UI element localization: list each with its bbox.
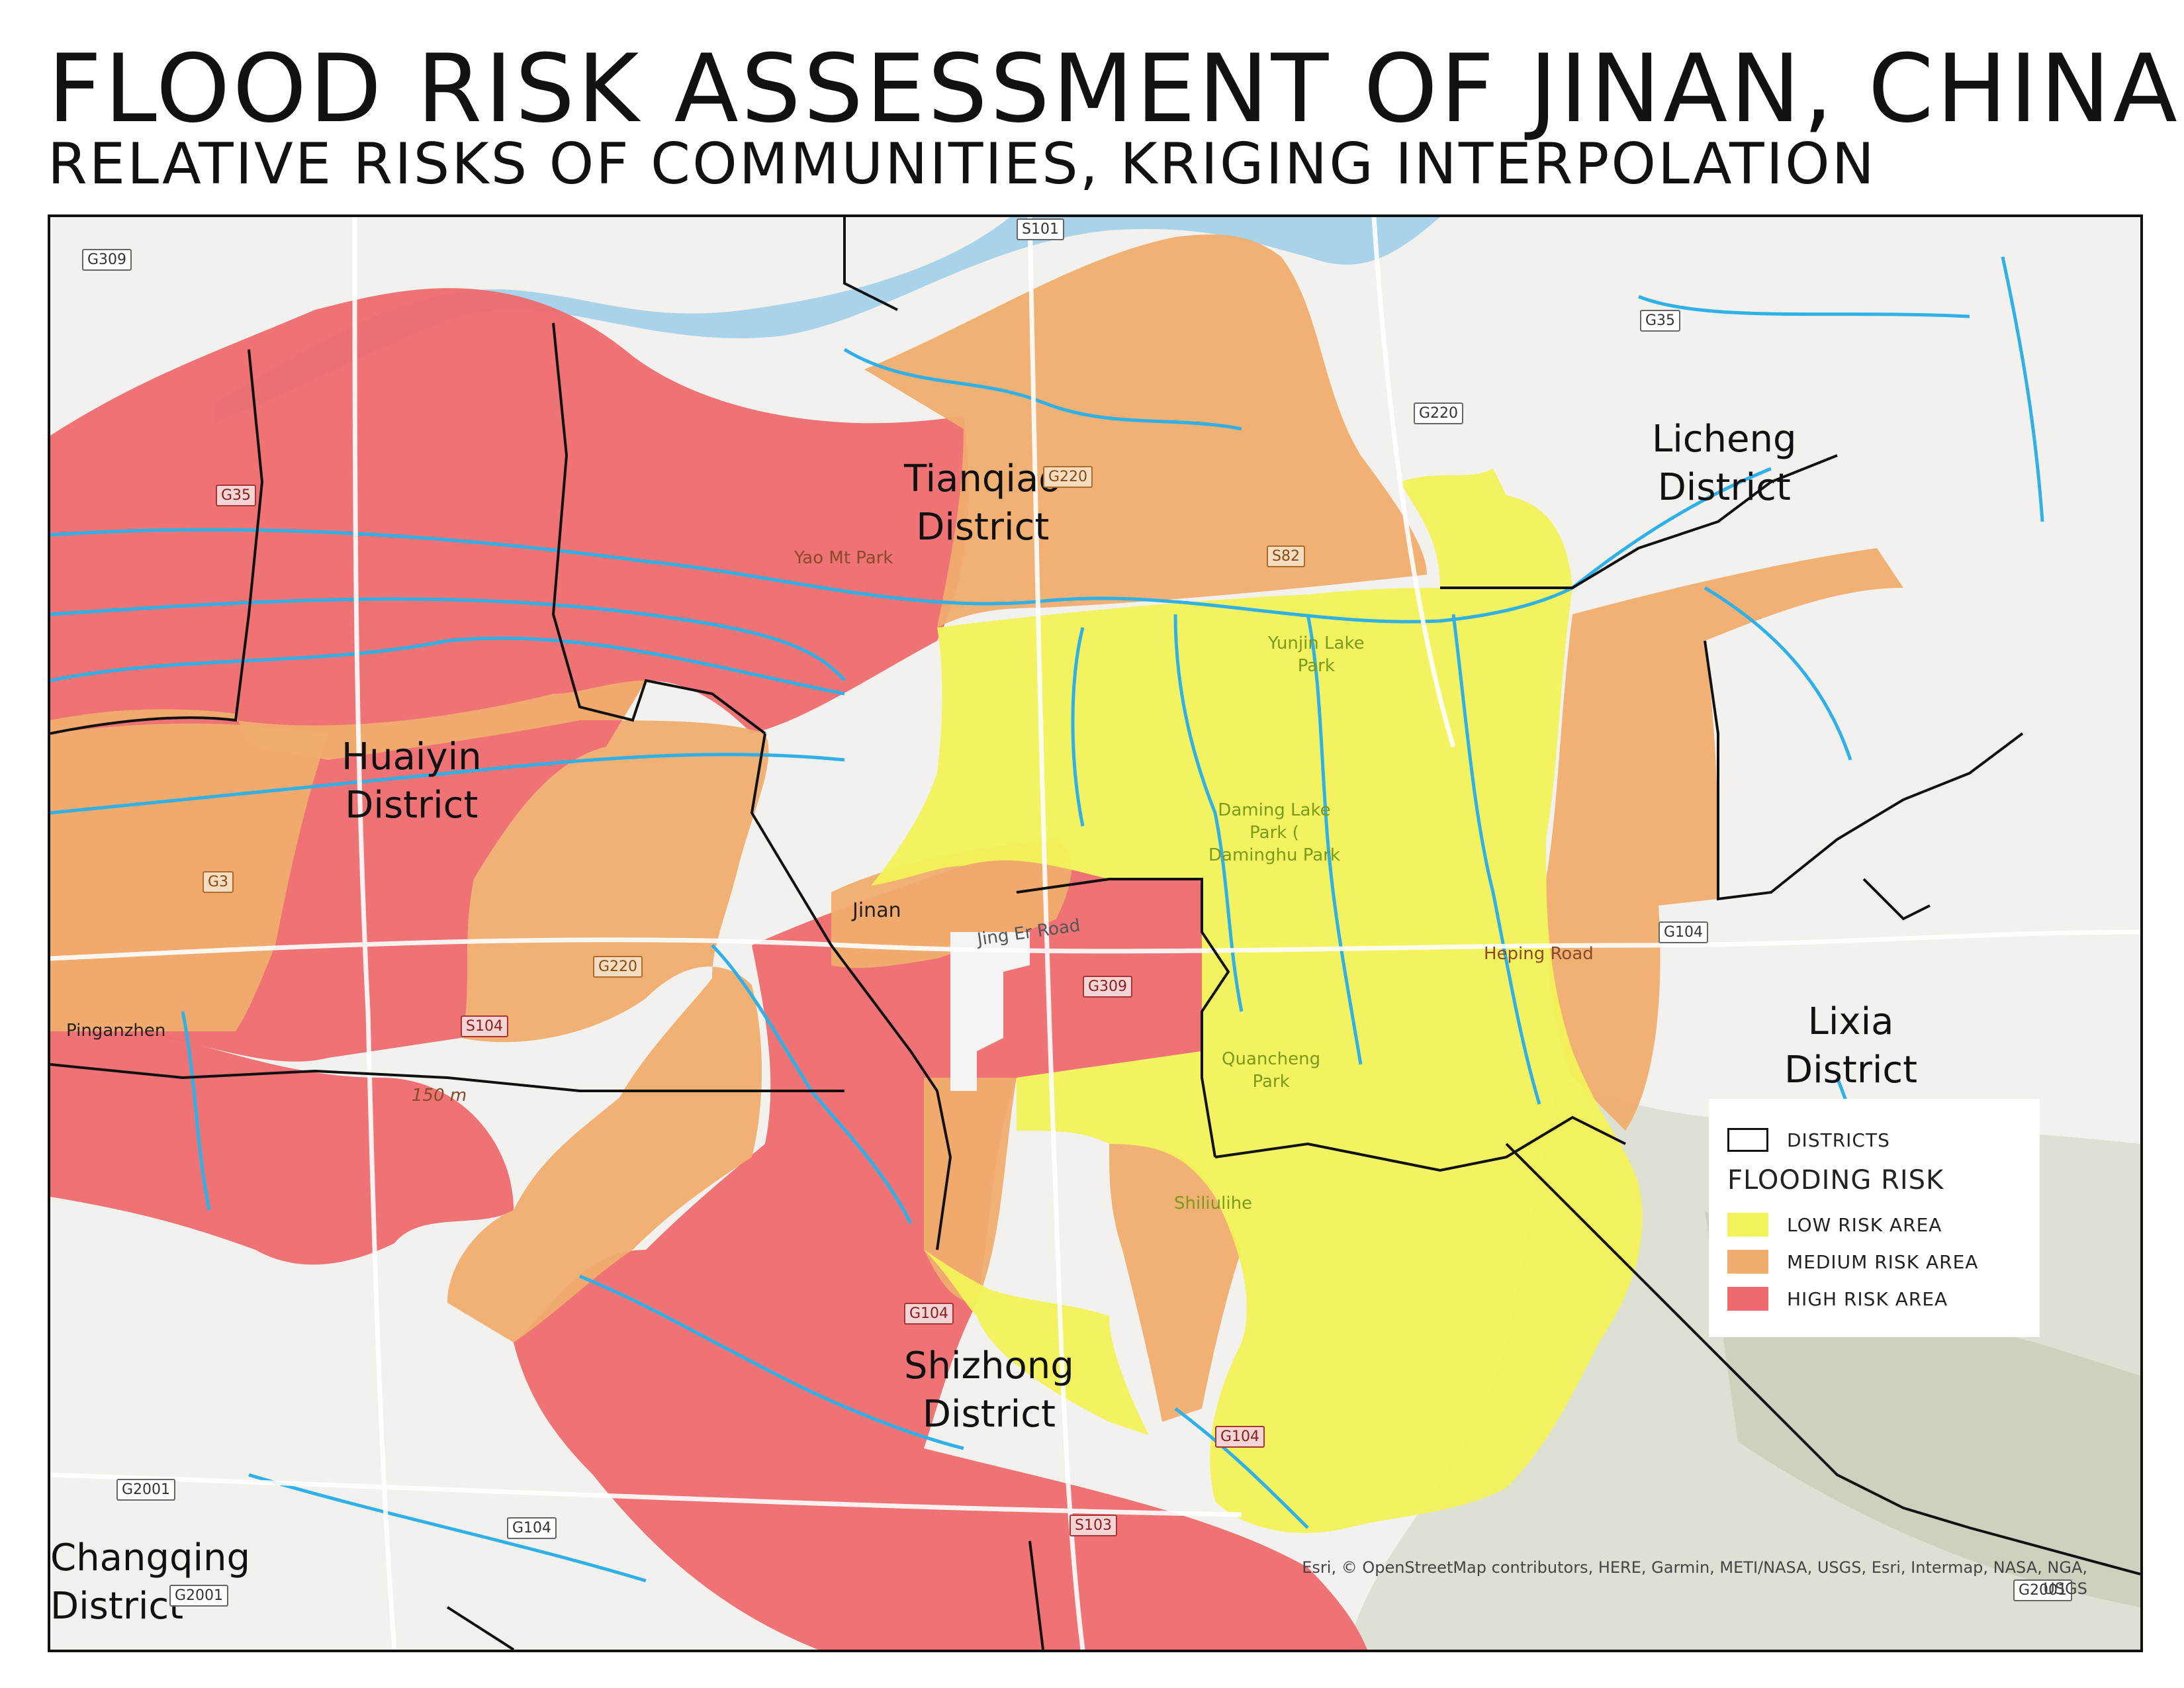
map-frame[interactable]: Tianqiao District Licheng District Huaiy… bbox=[48, 214, 2143, 1652]
district-suffix: District bbox=[50, 1584, 184, 1628]
district-name: Tianqiao bbox=[904, 457, 1062, 500]
medium-risk-huaiyin bbox=[50, 680, 769, 1342]
legend-low-label: LOW RISK AREA bbox=[1787, 1213, 1942, 1236]
legend-low: LOW RISK AREA bbox=[1727, 1213, 1942, 1237]
legend-high: HIGH RISK AREA bbox=[1727, 1287, 1948, 1311]
legend-heading: FLOODING RISK bbox=[1727, 1165, 1944, 1196]
place-name-line: Daming Lake bbox=[1218, 800, 1331, 820]
place-name-line: Park bbox=[1252, 1071, 1290, 1092]
place-jinan: Jinan bbox=[852, 899, 901, 922]
district-name: Lixia bbox=[1807, 1000, 1894, 1043]
road-shield-g2001: G2001 bbox=[169, 1585, 229, 1607]
place-yunjin-lake-park: Yunjin Lake Park bbox=[1268, 633, 1365, 678]
district-name: Licheng bbox=[1652, 418, 1797, 461]
road-shield-g104: G104 bbox=[1659, 921, 1709, 943]
road-shield-g35: G35 bbox=[1640, 310, 1681, 332]
road-shield-g309: G309 bbox=[82, 249, 132, 271]
map-attribution: Esri, © OpenStreetMap contributors, HERE… bbox=[1302, 1558, 2087, 1577]
district-suffix: District bbox=[1784, 1048, 1918, 1092]
district-name: Huaiyin bbox=[341, 735, 482, 778]
district-label-tianqiao: Tianqiao District bbox=[904, 455, 1062, 552]
place-pinganzhen: Pinganzhen bbox=[66, 1021, 166, 1041]
district-name: Changqing bbox=[50, 1536, 251, 1579]
elevation-label: 150 m bbox=[412, 1086, 467, 1105]
district-label-licheng: Licheng District bbox=[1652, 416, 1797, 512]
place-name-line: Quancheng bbox=[1222, 1049, 1321, 1069]
high-risk-west bbox=[50, 1023, 514, 1265]
road-shield-s104: S104 bbox=[461, 1015, 508, 1037]
legend-districts: DISTRICTS bbox=[1727, 1128, 1890, 1152]
legend-high-label: HIGH RISK AREA bbox=[1787, 1288, 1948, 1310]
legend-district-swatch bbox=[1727, 1128, 1768, 1152]
place-name-line: Park bbox=[1297, 655, 1335, 676]
place-name-line: Yunjin Lake bbox=[1268, 633, 1365, 653]
road-shield-g2001: G2001 bbox=[2013, 1579, 2073, 1601]
map-attribution-line2: USGS bbox=[2043, 1579, 2087, 1598]
medium-risk-lixia bbox=[1546, 548, 1903, 1131]
district-suffix: District bbox=[1657, 465, 1791, 509]
road-shield-g104: G104 bbox=[507, 1517, 557, 1539]
road-shield-g104: G104 bbox=[1215, 1426, 1265, 1448]
road-shield-g2001: G2001 bbox=[116, 1479, 176, 1501]
legend-low-swatch bbox=[1727, 1213, 1768, 1237]
urban-gap bbox=[950, 932, 1030, 1091]
place-heping-road: Heping Road bbox=[1484, 944, 1594, 964]
district-label-changqing: Changqing District bbox=[50, 1534, 250, 1631]
legend-high-swatch bbox=[1727, 1287, 1768, 1311]
district-name: Shizhong bbox=[904, 1344, 1074, 1387]
road-network bbox=[50, 217, 2140, 1650]
map-subtitle: RELATIVE RISKS OF COMMUNITIES, KRIGING I… bbox=[48, 131, 1877, 197]
road-shield-g104: G104 bbox=[904, 1303, 954, 1325]
place-daming-lake-park: Daming Lake Park ( Daminghu Park bbox=[1208, 800, 1340, 867]
place-quancheng-park: Quancheng Park bbox=[1222, 1049, 1320, 1094]
district-suffix: District bbox=[345, 783, 478, 827]
map-title: FLOOD RISK ASSESSMENT OF JINAN, CHINA bbox=[48, 34, 2180, 144]
road-shield-g220: G220 bbox=[1414, 402, 1464, 424]
map-legend: DISTRICTS FLOODING RISK LOW RISK AREA ME… bbox=[1709, 1099, 2040, 1337]
road-shield-s103: S103 bbox=[1069, 1515, 1117, 1536]
place-yao-mt-park: Yao Mt Park bbox=[794, 548, 893, 568]
district-label-huaiyin: Huaiyin District bbox=[341, 733, 482, 830]
river-yellow bbox=[216, 217, 1440, 422]
place-shiliulihe: Shiliulihe bbox=[1174, 1194, 1253, 1213]
road-shield-g309: G309 bbox=[1083, 976, 1133, 998]
legend-medium-label: MEDIUM RISK AREA bbox=[1787, 1250, 1979, 1273]
district-suffix: District bbox=[916, 505, 1050, 549]
road-shield-g35: G35 bbox=[216, 485, 257, 506]
road-shield-s82: S82 bbox=[1267, 545, 1305, 567]
road-shield-g220: G220 bbox=[1043, 466, 1093, 488]
medium-risk-tianqiao bbox=[864, 234, 1427, 628]
district-suffix: District bbox=[922, 1392, 1056, 1436]
road-shield-g3: G3 bbox=[203, 871, 234, 893]
district-borders bbox=[50, 217, 2140, 1650]
medium-risk-shiliulihe bbox=[1109, 1144, 1242, 1422]
place-name-line: Daminghu Park bbox=[1208, 845, 1340, 865]
place-name-line: Park ( bbox=[1250, 822, 1299, 843]
legend-medium-swatch bbox=[1727, 1250, 1768, 1274]
road-shield-s101: S101 bbox=[1017, 218, 1064, 240]
map-canvas bbox=[50, 217, 2140, 1650]
road-shield-g220: G220 bbox=[593, 956, 643, 978]
legend-medium: MEDIUM RISK AREA bbox=[1727, 1250, 1978, 1274]
district-label-lixia: Lixia District bbox=[1784, 998, 1917, 1095]
low-risk-southwest bbox=[924, 1250, 1149, 1435]
legend-districts-label: DISTRICTS bbox=[1787, 1129, 1890, 1151]
district-label-shizhong: Shizhong District bbox=[904, 1342, 1074, 1439]
